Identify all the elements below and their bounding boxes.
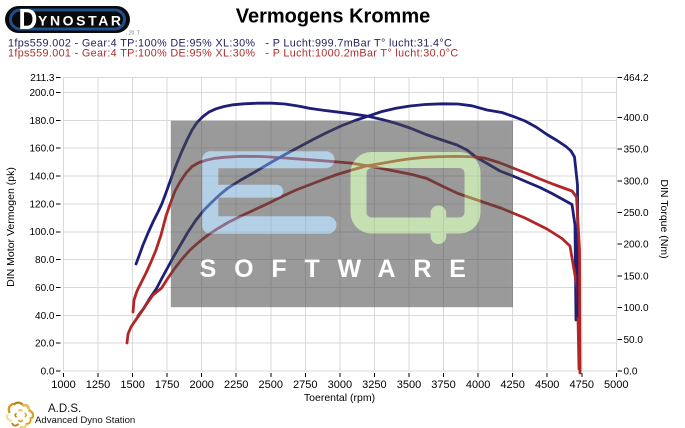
svg-text:80.0: 80.0: [35, 255, 55, 266]
svg-text:A.D.S.: A.D.S.: [48, 403, 81, 415]
svg-text:Vermogens Kromme: Vermogens Kromme: [236, 6, 431, 28]
svg-text:120.0: 120.0: [29, 199, 54, 210]
svg-text:0.0: 0.0: [624, 367, 638, 378]
svg-text:140.0: 140.0: [29, 172, 54, 183]
svg-text:DIN Motor Vermogen (pk): DIN Motor Vermogen (pk): [5, 167, 17, 287]
svg-text:100.0: 100.0: [29, 227, 54, 238]
svg-text:4750: 4750: [570, 379, 594, 391]
svg-text:1000: 1000: [51, 379, 75, 391]
svg-text:300.0: 300.0: [624, 176, 649, 187]
svg-text:3500: 3500: [397, 379, 421, 391]
svg-text:Toerental (rpm): Toerental (rpm): [304, 392, 375, 404]
svg-text:1fps559.002 - Gear:4 TP:100% D: 1fps559.002 - Gear:4 TP:100% DE:95% XL:3…: [8, 38, 452, 50]
svg-text:SOFTWARE: SOFTWARE: [200, 255, 484, 283]
svg-text:2500: 2500: [259, 379, 283, 391]
svg-text:40.0: 40.0: [35, 311, 55, 322]
svg-text:1fps559.001 - Gear:4 TP:100% D: 1fps559.001 - Gear:4 TP:100% DE:95% XL:3…: [8, 48, 459, 60]
svg-text:3250: 3250: [362, 379, 386, 391]
svg-text:180.0: 180.0: [29, 116, 54, 127]
svg-text:D: D: [19, 3, 38, 36]
svg-text:5000: 5000: [604, 379, 628, 391]
svg-text:DIN Torque (Nm): DIN Torque (Nm): [658, 179, 670, 258]
svg-text:2000: 2000: [189, 379, 213, 391]
svg-text:1750: 1750: [155, 379, 179, 391]
svg-text:400.0: 400.0: [624, 113, 649, 124]
svg-text:YNOSTAR: YNOSTAR: [38, 13, 124, 29]
svg-text:4250: 4250: [500, 379, 524, 391]
svg-text:160.0: 160.0: [29, 144, 54, 155]
svg-text:200.0: 200.0: [624, 240, 649, 251]
svg-text:4000: 4000: [466, 379, 490, 391]
svg-text:211.3: 211.3: [30, 73, 55, 84]
svg-text:3000: 3000: [328, 379, 352, 391]
svg-text:350.0: 350.0: [624, 145, 649, 156]
svg-text:50.0: 50.0: [624, 335, 644, 346]
svg-text:200.0: 200.0: [29, 88, 54, 99]
svg-text:20.0: 20.0: [35, 339, 55, 350]
svg-text:250.0: 250.0: [624, 208, 649, 219]
svg-text:2250: 2250: [224, 379, 248, 391]
svg-text:Advanced Dyno Station: Advanced Dyno Station: [35, 415, 135, 426]
svg-text:3750: 3750: [431, 379, 455, 391]
svg-text:100.0: 100.0: [624, 303, 649, 314]
svg-text:60.0: 60.0: [35, 283, 55, 294]
svg-text:1250: 1250: [86, 379, 110, 391]
svg-text:4500: 4500: [535, 379, 559, 391]
svg-text:2750: 2750: [293, 379, 317, 391]
svg-text:150.0: 150.0: [624, 271, 649, 282]
svg-text:..20. T: ..20. T: [126, 31, 140, 37]
svg-text:1500: 1500: [120, 379, 144, 391]
svg-text:464.2: 464.2: [624, 73, 649, 84]
svg-text:0.0: 0.0: [41, 367, 55, 378]
